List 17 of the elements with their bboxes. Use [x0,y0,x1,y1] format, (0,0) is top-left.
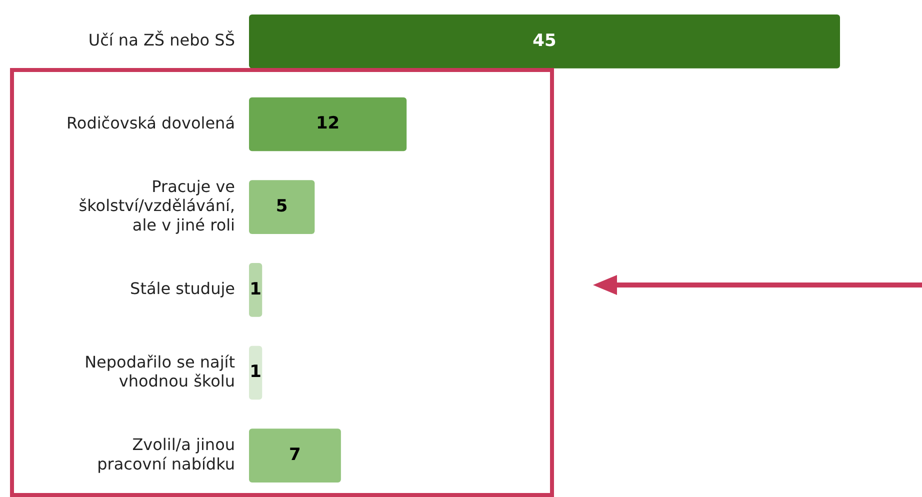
data-label: 7 [289,445,301,466]
bar [249,14,840,68]
data-label: 12 [316,114,340,134]
bar [249,262,262,317]
y-tick-label: Stále studuje [130,279,235,298]
data-label: 45 [532,30,556,51]
y-tick-label: Rodičovská dovolená [66,113,235,132]
y-tick-label: Zvolil/a jinou pracovní nabídku [97,435,235,474]
data-label: 1 [250,279,262,300]
data-label: 5 [276,196,288,217]
bar [249,97,407,152]
bar [249,180,315,234]
y-tick-label: Pracuje ve školství/vzdělávání, ale v jiné roli [78,177,235,234]
bar [249,428,341,483]
y-tick-label: Nepodařilo se najít vhodnou školu [84,352,235,391]
y-tick-label: Učí na ZŠ nebo SŠ [88,30,235,50]
data-label: 1 [250,362,262,382]
